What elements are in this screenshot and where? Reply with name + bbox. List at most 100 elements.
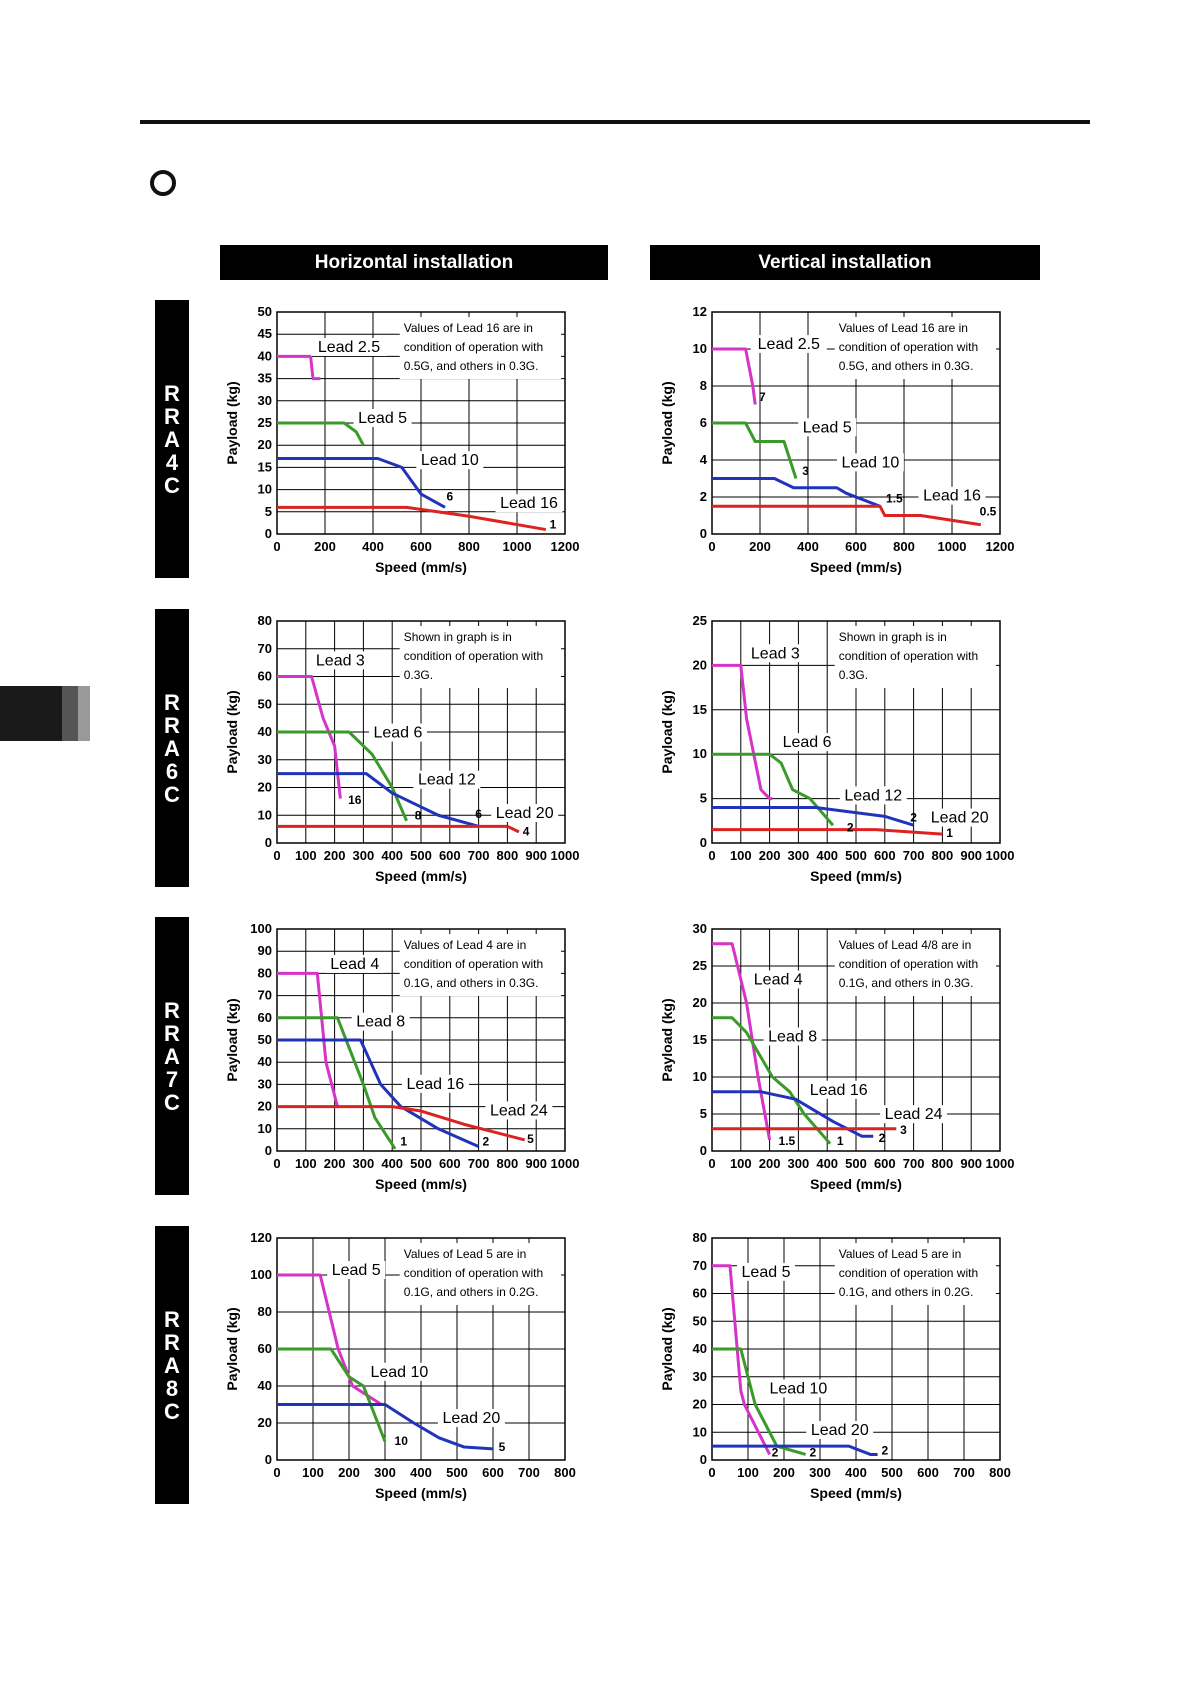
series-label: Lead 3 (751, 645, 800, 662)
series-line (277, 675, 342, 799)
y-tick-label: 10 (258, 807, 272, 822)
x-tick-label: 0 (273, 1465, 280, 1480)
x-tick-label: 400 (845, 1465, 867, 1480)
label-bg (491, 804, 559, 823)
series-label: Lead 10 (841, 454, 899, 471)
series-line (277, 1403, 494, 1451)
data-label: 2 (910, 811, 917, 825)
y-tick-label: 10 (693, 746, 707, 761)
series-label: Lead 5 (332, 1262, 381, 1279)
x-tick-label: 700 (953, 1465, 975, 1480)
series-label: Lead 5 (742, 1264, 791, 1281)
row-label-letter: C (164, 1398, 180, 1424)
series-line (712, 663, 773, 801)
y-tick-label: 10 (693, 1069, 707, 1084)
x-tick-label: 1000 (503, 539, 532, 554)
row-label-letter: R (164, 1306, 180, 1332)
x-axis-label: Speed (mm/s) (810, 1485, 902, 1501)
y-tick-label: 2 (700, 489, 707, 504)
x-tick-label: 100 (295, 848, 317, 863)
x-tick-label: 900 (960, 848, 982, 863)
data-label: 0.5 (980, 505, 997, 519)
note-line: condition of operation with (404, 957, 543, 971)
label-bg (413, 770, 481, 789)
section-bullet-icon (150, 170, 176, 196)
x-tick-label: 900 (960, 1156, 982, 1171)
x-tick-label: 600 (874, 848, 896, 863)
label-bg (368, 723, 427, 742)
label-bg (437, 1409, 505, 1427)
x-tick-label: 600 (439, 1156, 461, 1171)
y-tick-label: 20 (693, 657, 707, 672)
y-tick-label: 40 (693, 1341, 707, 1356)
x-tick-label: 300 (788, 1156, 810, 1171)
y-tick-label: 40 (258, 1378, 272, 1393)
y-tick-label: 5 (700, 1106, 707, 1121)
row-label-letter: 8 (165, 1375, 179, 1401)
data-label: 2 (879, 1131, 886, 1145)
note-box (399, 1243, 561, 1305)
x-tick-label: 1000 (986, 1156, 1015, 1171)
label-bg (798, 418, 857, 437)
y-tick-label: 8 (700, 378, 707, 393)
x-tick-label: 500 (410, 1156, 432, 1171)
y-tick-label: 20 (258, 780, 272, 795)
x-tick-label: 1000 (986, 848, 1015, 863)
row-label-letter: A (164, 426, 180, 452)
y-tick-label: 10 (258, 482, 272, 497)
label-bg (365, 1362, 433, 1381)
y-axis-label: Payload (kg) (224, 1307, 240, 1390)
series-label: Lead 20 (931, 810, 989, 827)
row-label-letter: 4 (165, 449, 179, 475)
note-line: Shown in graph is in (839, 630, 947, 644)
x-tick-label: 400 (381, 848, 403, 863)
y-axis-label: Payload (kg) (659, 690, 675, 773)
x-tick-label: 700 (468, 848, 490, 863)
y-axis-label: Payload (kg) (659, 381, 675, 464)
x-tick-label: 500 (410, 848, 432, 863)
row-label-letter: R (164, 689, 180, 715)
series-label: Lead 12 (418, 772, 476, 789)
note-box (834, 317, 996, 379)
y-tick-label: 80 (693, 1230, 707, 1245)
row-label-letter: C (164, 1089, 180, 1115)
x-axis-label: Speed (mm/s) (375, 868, 467, 884)
x-tick-label: 100 (295, 1156, 317, 1171)
series-line (712, 477, 881, 508)
label-bg (351, 1012, 410, 1031)
x-tick-label: 400 (816, 1156, 838, 1171)
y-tick-label: 20 (693, 1397, 707, 1412)
data-label: 2 (482, 1134, 489, 1148)
series-line (277, 1016, 397, 1150)
x-tick-label: 200 (773, 1465, 795, 1480)
note-line: condition of operation with (839, 340, 978, 354)
x-tick-label: 200 (324, 848, 346, 863)
data-label: 1 (946, 826, 953, 840)
y-tick-label: 70 (693, 1258, 707, 1273)
x-tick-label: 500 (845, 1156, 867, 1171)
note-line: 0.3G. (404, 668, 433, 682)
x-axis-label: Speed (mm/s) (375, 1485, 467, 1501)
x-tick-label: 200 (324, 1156, 346, 1171)
side-tab-marker (0, 686, 62, 741)
x-tick-label: 300 (809, 1465, 831, 1480)
y-tick-label: 60 (693, 1286, 707, 1301)
chart-horizontal-rra4c: 0 200 400 600 800 1000 1200 0 5 10 15 20 25 30 35 40 45 5… (224, 304, 579, 575)
row-label-letter: R (164, 1020, 180, 1046)
y-tick-label: 60 (258, 669, 272, 684)
data-label: 8 (415, 808, 422, 822)
chart-horizontal-rra7c: 0 100 200 300 400 500 600 700 800 900 1000 0 10 20 30 4… (224, 921, 579, 1192)
x-tick-label: 400 (381, 1156, 403, 1171)
x-tick-label: 300 (374, 1465, 396, 1480)
data-label: 1 (400, 1134, 407, 1148)
label-bg (763, 1027, 822, 1046)
series-label: Lead 10 (421, 452, 479, 469)
x-tick-label: 400 (816, 848, 838, 863)
note-line: condition of operation with (839, 649, 978, 663)
data-label: 2 (881, 1443, 888, 1457)
x-tick-label: 800 (989, 1465, 1011, 1480)
x-tick-label: 700 (518, 1465, 540, 1480)
data-label: 6 (475, 807, 482, 821)
label-bg (325, 954, 384, 973)
y-tick-label: 60 (258, 1010, 272, 1025)
